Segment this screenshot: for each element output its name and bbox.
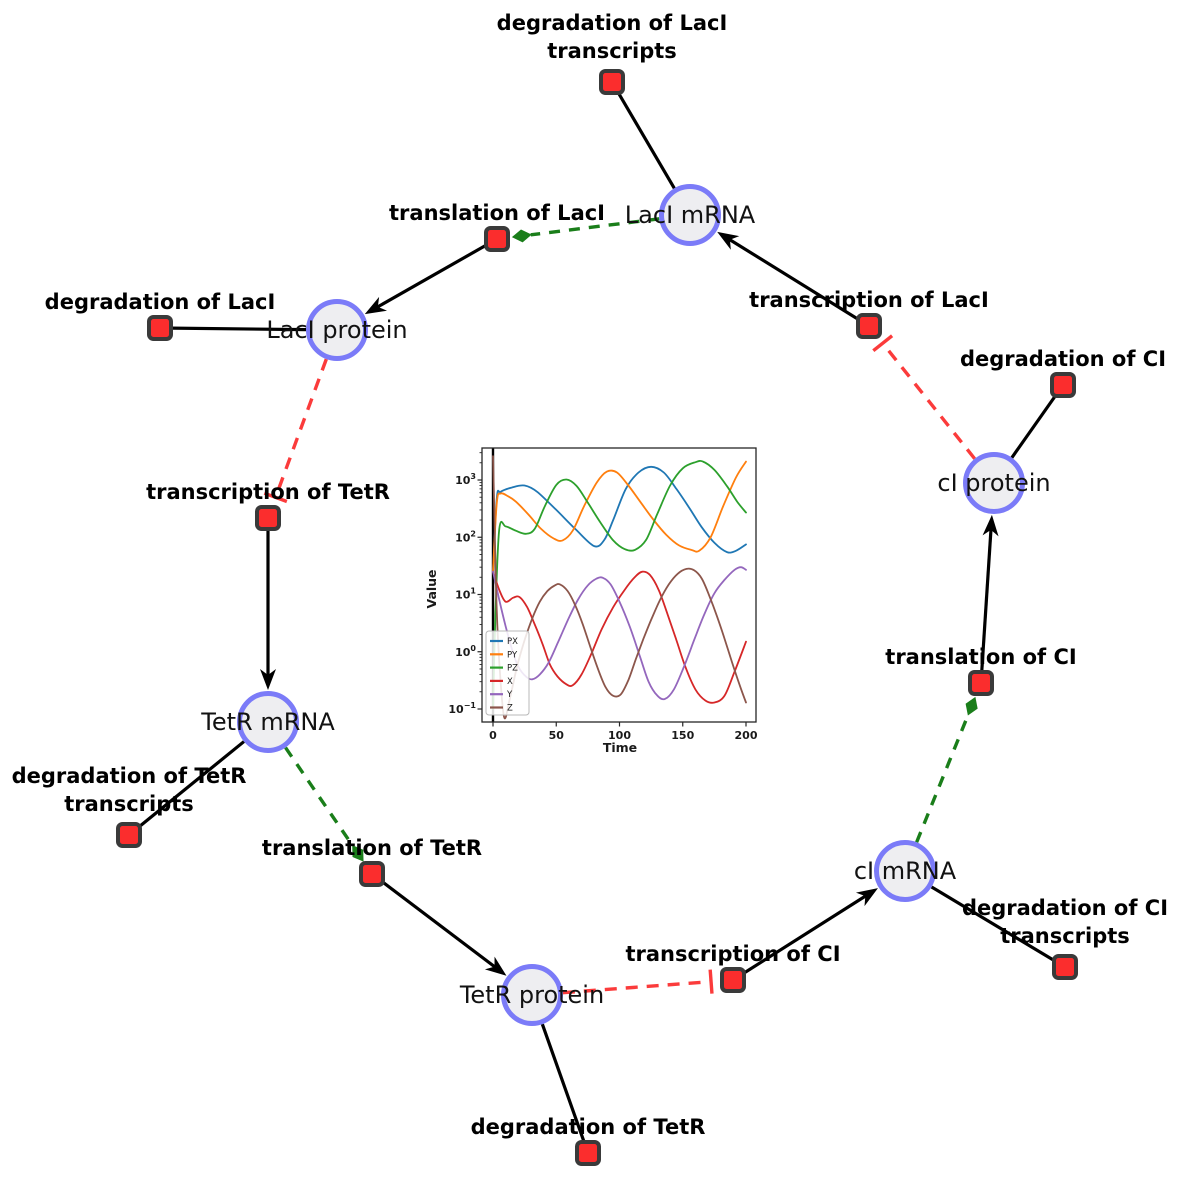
inhibition-tee-icon [708, 969, 714, 994]
chart-ylabel: Value [424, 569, 439, 608]
edge-tetr_protein-tx_ci [562, 969, 714, 995]
species-node-laci_protein[interactable] [306, 299, 368, 361]
edge-ci_mrna-transl_ci [915, 696, 978, 843]
inhibition-tee-icon [872, 334, 894, 353]
species-node-tetr_protein[interactable] [501, 964, 563, 1026]
reaction-label-tx_laci: transcription of LacI [749, 288, 989, 312]
x-tick-label: 100 [608, 729, 631, 742]
edge-transl_ci-ci_protein [979, 514, 999, 684]
legend-label-PZ: PZ [507, 664, 518, 674]
species-node-tetr_mrna[interactable] [237, 691, 299, 753]
reaction-label-deg_tetr_tx: transcripts [64, 792, 194, 816]
arrowhead-icon [484, 956, 507, 976]
legend-label-PX: PX [507, 637, 518, 647]
reaction-node-tx_laci[interactable] [856, 313, 882, 339]
edge-deg_laci_tx-laci_mrna [610, 81, 676, 190]
species-node-ci_mrna[interactable] [874, 840, 936, 902]
legend-label-PY: PY [507, 650, 518, 660]
reaction-label-deg_tetr: degradation of TetR [471, 1115, 706, 1139]
x-tick-label: 50 [549, 729, 565, 742]
arrowhead-icon [364, 296, 388, 315]
edge-tx_laci-laci_mrna [717, 231, 870, 328]
species-label-laci_protein: LacI protein [266, 316, 407, 344]
reaction-node-deg_laci[interactable] [147, 315, 173, 341]
edge-tetr_mrna-transl_tetr [284, 746, 364, 862]
legend-label-Y: Y [506, 690, 513, 700]
reaction-label-tx_ci: transcription of CI [625, 942, 840, 966]
edge-deg_laci-laci_protein [159, 326, 307, 332]
species-label-ci_mrna: cI mRNA [854, 857, 957, 885]
reaction-label-tx_tetr: transcription of TetR [146, 480, 390, 504]
edge-laci_protein-tx_tetr [263, 358, 328, 504]
reaction-node-deg_tetr[interactable] [575, 1140, 601, 1166]
edge-ci_protein-tx_laci [872, 334, 977, 460]
chart-legend: PX PY PZ XYZ [485, 630, 530, 716]
y-tick-label: 103 [455, 472, 476, 487]
arrowhead-icon [982, 514, 999, 537]
species-node-ci_protein[interactable] [963, 452, 1025, 514]
species-node-laci_mrna[interactable] [659, 184, 721, 246]
x-tick-label: 200 [735, 729, 758, 742]
reaction-label-transl_laci: translation of LacI [389, 201, 605, 225]
series-line-PX [492, 465, 747, 573]
species-label-tetr_mrna: TetR mRNA [200, 708, 335, 736]
reaction-label-deg_laci: degradation of LacI [45, 290, 276, 314]
nodes-layer [116, 69, 1078, 1166]
reaction-label-deg_ci_tx: transcripts [1000, 924, 1130, 948]
legend-label-Z: Z [507, 704, 513, 714]
edge-tx_ci-ci_mrna [732, 888, 878, 982]
edge-transl_laci-laci_protein [364, 237, 498, 315]
reaction-label-deg_ci: degradation of CI [960, 347, 1166, 371]
reaction-node-transl_ci[interactable] [968, 670, 994, 696]
arrowhead-icon [717, 231, 740, 250]
series-line-X [492, 570, 747, 704]
species-label-tetr_protein: TetR protein [459, 981, 604, 1009]
legend-label-X: X [507, 677, 513, 687]
chart-xlabel: Time [603, 740, 637, 755]
reaction-node-deg_laci_tx[interactable] [599, 69, 625, 95]
reaction-node-tx_ci[interactable] [720, 967, 746, 993]
edge-deg_tetr-tetr_protein [540, 1023, 590, 1154]
activation-arrowhead-icon [965, 696, 978, 716]
edge-deg_tetr_tx-tetr_mrna [127, 740, 245, 837]
edge-tx_tetr-tetr_mrna [260, 518, 276, 690]
y-tick-label: 10−1 [448, 701, 476, 716]
y-tick-label: 101 [455, 587, 476, 602]
reaction-label-transl_tetr: translation of TetR [262, 836, 482, 860]
reaction-label-deg_laci_tx: transcripts [547, 39, 677, 63]
arrowhead-icon [855, 888, 878, 907]
reaction-label-deg_tetr_tx: degradation of TetR [12, 764, 247, 788]
species-label-ci_protein: cI protein [937, 469, 1050, 497]
y-tick-label: 102 [455, 529, 476, 544]
y-tick-label: 100 [455, 644, 476, 659]
edge-laci_mrna-transl_laci [511, 217, 660, 243]
x-tick-label: 0 [489, 729, 497, 742]
reaction-node-deg_tetr_tx[interactable] [116, 822, 142, 848]
activation-arrowhead-icon [511, 229, 532, 243]
reaction-label-transl_ci: translation of CI [885, 645, 1076, 669]
reaction-node-deg_ci_tx[interactable] [1052, 954, 1078, 980]
edges-layer [127, 81, 1066, 1154]
series-line-Y [492, 566, 747, 701]
reaction-label-deg_ci_tx: degradation of CI [962, 896, 1168, 920]
edge-deg_ci_tx-ci_mrna [930, 885, 1066, 969]
arrowhead-icon [260, 669, 276, 690]
species-label-laci_mrna: LacI mRNA [625, 201, 756, 229]
series-line-PZ [492, 460, 747, 710]
labels-layer: degradation of LacI transcripts translatio… [12, 11, 1168, 1139]
reaction-label-deg_laci_tx: degradation of LacI [497, 11, 728, 35]
activation-arrowhead-icon [352, 845, 364, 862]
series-line-PY [492, 460, 747, 573]
reaction-node-transl_tetr[interactable] [359, 861, 385, 887]
reaction-node-transl_laci[interactable] [484, 226, 510, 252]
inhibition-tee-icon [263, 491, 288, 504]
reaction-node-deg_ci[interactable] [1050, 372, 1076, 398]
reaction-node-tx_tetr[interactable] [255, 505, 281, 531]
edge-transl_tetr-tetr_protein [371, 872, 507, 976]
inset-chart: 0 50 100 150 200 10−1 100 101 102 103 PX PY PZ XYZ Ti… [424, 447, 758, 755]
x-tick-label: 150 [671, 729, 694, 742]
